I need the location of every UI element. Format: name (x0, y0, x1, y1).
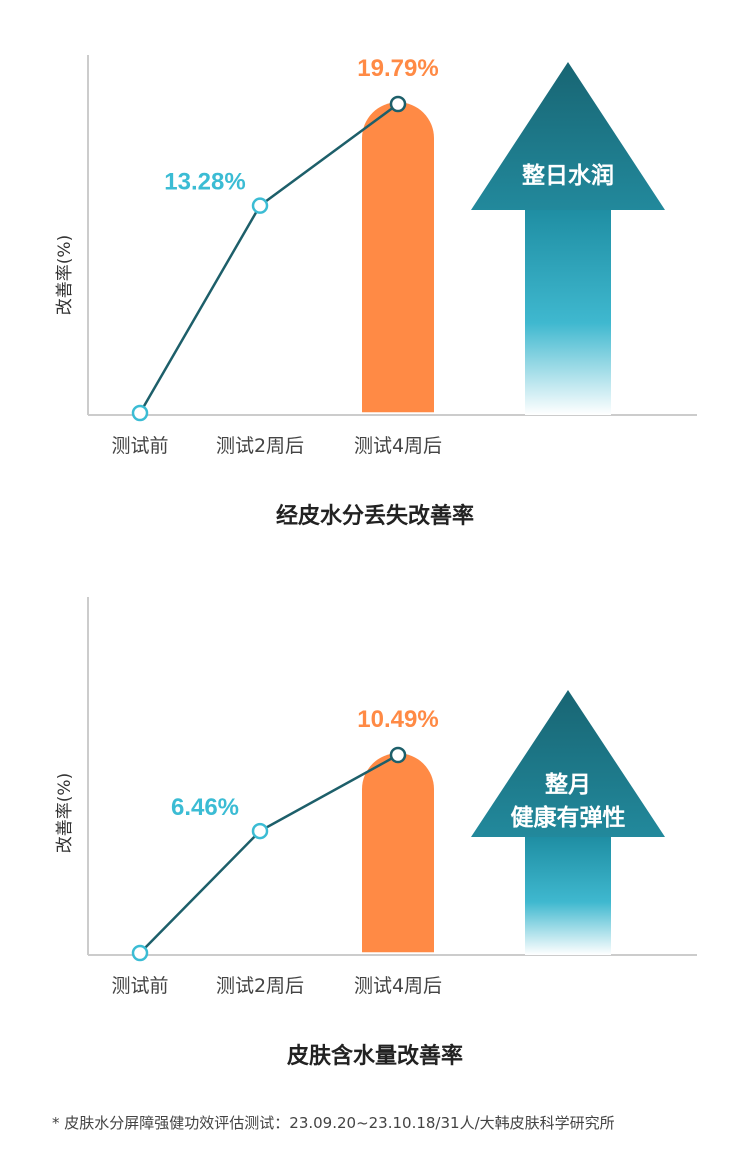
x-tick-label: 测试前 (111, 435, 168, 457)
highlight-bar-group (362, 753, 434, 953)
chart-tewl-improvement: 改善率(%) 13.28% 19.79% 测试前 测试2周后 测试4周后 整日水润… (0, 0, 750, 560)
x-tick-label: 测试4周后 (354, 435, 442, 457)
data-point (251, 822, 269, 840)
data-point (389, 746, 407, 764)
series-line (138, 102, 399, 414)
arrow-head (471, 690, 665, 837)
y-axis-label: 改善率(%) (55, 773, 75, 853)
x-tick-label: 测试前 (111, 975, 168, 997)
highlight-bar (362, 753, 434, 953)
x-tick-label: 测试2周后 (216, 975, 304, 997)
chart-title: 经皮水分丢失改善率 (276, 503, 474, 529)
arrow-text: 整日水润 (522, 162, 614, 189)
up-arrow-badge: 整日水润 (471, 62, 665, 415)
arrow-shaft (525, 210, 611, 415)
x-tick-label: 测试4周后 (354, 975, 442, 997)
chart-hydration-svg: 改善率(%) 6.46% 10.49% 测试前 测试2周后 测试4周后 整月 健康… (55, 597, 697, 1069)
data-point (131, 944, 149, 962)
data-point (131, 404, 149, 422)
arrow-text: 健康有弹性 (511, 804, 626, 831)
chart-hydration-improvement: 改善率(%) 6.46% 10.49% 测试前 测试2周后 测试4周后 整月 健康… (0, 585, 750, 1085)
highlight-bar (362, 102, 434, 413)
arrow-head (471, 62, 665, 210)
data-value-label: 6.46% (171, 794, 239, 821)
arrow-shaft (525, 837, 611, 955)
arrow-text: 整月 (545, 771, 591, 798)
footnote: * 皮肤水分屏障强健功效评估测试：23.09.20~23.10.18/31人/大… (52, 1114, 615, 1132)
data-value-label: 13.28% (164, 169, 245, 196)
series-line (139, 753, 399, 954)
data-point (389, 95, 407, 113)
data-value-label: 19.79% (357, 55, 438, 82)
x-tick-label: 测试2周后 (216, 435, 304, 457)
y-axis-label: 改善率(%) (55, 235, 75, 315)
chart-tewl-svg: 改善率(%) 13.28% 19.79% 测试前 测试2周后 测试4周后 整日水润… (55, 55, 697, 529)
highlight-bar-group (362, 102, 434, 413)
data-value-label: 10.49% (357, 706, 438, 733)
chart-title: 皮肤含水量改善率 (287, 1043, 463, 1069)
up-arrow-badge: 整月 健康有弹性 (471, 690, 665, 955)
data-point (251, 197, 269, 214)
